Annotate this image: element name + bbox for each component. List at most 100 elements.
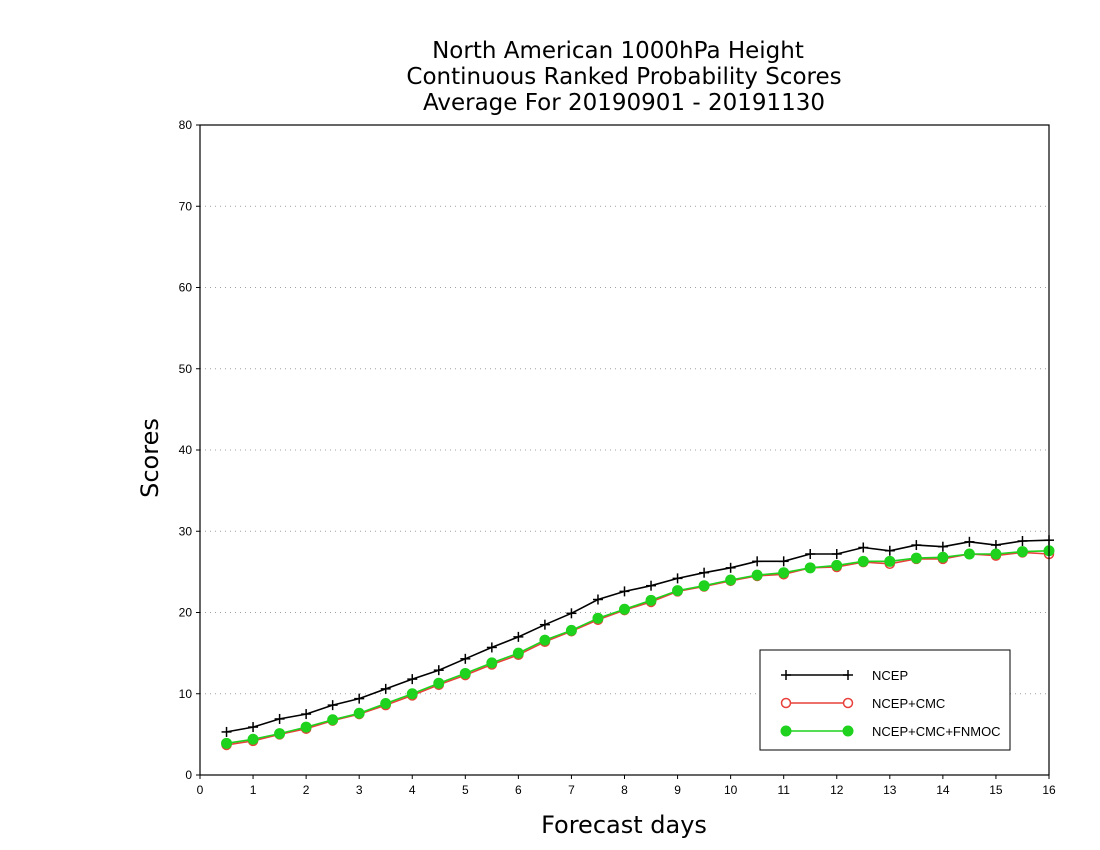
data-point-ncep-cmc-fnmoc-21 (778, 567, 790, 579)
data-point-ncep-30 (1017, 536, 1028, 546)
data-point-ncep-cmc-fnmoc-19 (725, 574, 737, 586)
y-tick-label-10: 10 (179, 687, 193, 701)
data-point-ncep-23 (831, 549, 842, 559)
title-line-3: Average For 20190901 - 20191130 (423, 90, 825, 116)
x-tick-label-16: 16 (1042, 783, 1056, 797)
data-point-ncep-14 (592, 594, 603, 605)
x-tick-label-13: 13 (883, 783, 897, 797)
data-point-ncep-10 (486, 642, 497, 653)
data-point-ncep-cmc-fnmoc-13 (565, 624, 577, 636)
data-point-ncep-1 (248, 722, 259, 733)
data-point-ncep-cmc-fnmoc-11 (512, 647, 524, 659)
data-point-ncep-20 (752, 556, 763, 567)
data-point-ncep-15 (619, 586, 630, 597)
data-point-ncep-cmc-fnmoc-14 (592, 612, 604, 624)
chart-title: North American 1000hPa Height Continuous… (406, 38, 841, 116)
y-tick-label-80: 80 (179, 118, 193, 132)
data-point-ncep-cmc-fnmoc-23 (831, 559, 843, 571)
data-point-ncep-cmc-fnmoc-29 (990, 548, 1002, 560)
y-axis-ticks: 0 10 20 30 40 50 60 70 80 (179, 118, 200, 782)
y-tick-label-40: 40 (179, 443, 193, 457)
data-point-ncep-22 (805, 549, 816, 559)
data-point-ncep-cmc-fnmoc-28 (963, 548, 975, 560)
data-point-ncep-0 (221, 726, 232, 737)
data-point-ncep-cmc-fnmoc-1 (247, 733, 259, 745)
x-axis-label: Forecast days (541, 811, 707, 839)
title-line-1: North American 1000hPa Height (432, 38, 804, 64)
data-point-ncep-cmc-fnmoc-17 (672, 585, 684, 597)
legend-marker-start-ncep (781, 670, 791, 680)
x-tick-label-10: 10 (724, 783, 738, 797)
data-point-ncep-9 (460, 653, 471, 664)
series-ncep-cmc-fnmoc (221, 545, 1055, 749)
data-point-ncep-4 (327, 700, 338, 711)
data-point-ncep-cmc-fnmoc-3 (300, 721, 312, 733)
data-point-ncep-cmc-fnmoc-9 (459, 667, 471, 679)
legend-box (759, 649, 1011, 751)
y-tick-label-60: 60 (179, 281, 193, 295)
series-line-ncep (226, 539, 1050, 733)
x-tick-label-9: 9 (674, 783, 681, 797)
legend-marker-end-ncep-cmc (842, 697, 854, 709)
data-point-ncep-12 (539, 619, 550, 630)
x-tick-label-14: 14 (936, 783, 950, 797)
data-point-ncep-5 (354, 693, 365, 704)
x-tick-label-5: 5 (462, 783, 469, 797)
legend-item-ncep-cmc: NCEP+CMC (780, 696, 945, 711)
data-point-ncep-cmc-fnmoc-8 (433, 677, 445, 689)
data-point-ncep-cmc-fnmoc-2 (274, 728, 286, 740)
data-point-ncep-cmc-fnmoc-12 (539, 634, 551, 646)
data-point-ncep-17 (672, 573, 683, 584)
data-point-ncep-28 (964, 536, 975, 547)
data-point-ncep-cmc-fnmoc-0 (221, 737, 233, 749)
series-layer (221, 535, 1055, 751)
data-point-ncep-cmc-fnmoc-7 (406, 688, 418, 700)
x-axis-ticks: 0 1 2 3 4 5 6 7 8 9 10 11 12 13 14 15 16 (197, 775, 1056, 797)
legend-label-ncep-cmc: NCEP+CMC (872, 696, 945, 711)
title-line-2: Continuous Ranked Probability Scores (406, 64, 841, 90)
legend: NCEP NCEP+CMC NCEP+CMC+FNMOC (759, 649, 1011, 751)
x-tick-label-6: 6 (515, 783, 522, 797)
data-point-ncep-11 (513, 631, 524, 642)
legend-item-ncep-cmc-fnmoc: NCEP+CMC+FNMOC (780, 724, 1001, 739)
data-point-ncep-cmc-fnmoc-24 (857, 555, 869, 567)
data-point-ncep-24 (858, 542, 869, 553)
data-point-ncep-18 (699, 567, 710, 578)
y-tick-label-70: 70 (179, 199, 193, 213)
data-point-ncep-cmc-fnmoc-20 (751, 569, 763, 581)
legend-marker-start-ncep-cmc (780, 697, 792, 709)
data-point-ncep-29 (990, 540, 1001, 551)
y-tick-label-30: 30 (179, 524, 193, 538)
data-point-ncep-cmc-fnmoc-5 (353, 707, 365, 719)
data-point-ncep-13 (566, 608, 577, 619)
y-axis-label: Scores (136, 418, 164, 498)
x-tick-label-1: 1 (250, 783, 257, 797)
data-point-ncep-cmc-fnmoc-22 (804, 562, 816, 574)
data-point-ncep-cmc-fnmoc-10 (486, 657, 498, 669)
x-tick-label-15: 15 (989, 783, 1003, 797)
y-tick-label-20: 20 (179, 606, 193, 620)
x-tick-label-12: 12 (830, 783, 844, 797)
legend-label-ncep-cmc-fnmoc: NCEP+CMC+FNMOC (872, 724, 1001, 739)
data-point-ncep-25 (884, 545, 895, 556)
y-tick-label-50: 50 (179, 362, 193, 376)
plot-frame (199, 124, 1050, 776)
x-tick-label-4: 4 (409, 783, 416, 797)
data-point-ncep-7 (407, 674, 418, 685)
x-tick-label-8: 8 (621, 783, 628, 797)
legend-label-ncep: NCEP (872, 668, 908, 683)
x-tick-label-3: 3 (356, 783, 363, 797)
data-point-ncep-21 (778, 556, 789, 567)
legend-marker-end-ncep (843, 670, 853, 680)
data-point-ncep-16 (646, 580, 657, 591)
data-point-ncep-cmc-fnmoc-16 (645, 594, 657, 606)
data-point-ncep-27 (937, 541, 948, 552)
legend-item-ncep: NCEP (781, 668, 908, 683)
x-tick-label-2: 2 (303, 783, 310, 797)
data-point-ncep-19 (725, 562, 736, 573)
data-point-ncep-8 (433, 665, 444, 676)
y-tick-label-0: 0 (185, 768, 192, 782)
data-point-ncep-cmc-fnmoc-6 (380, 698, 392, 709)
data-point-ncep-cmc-fnmoc-25 (884, 555, 896, 567)
